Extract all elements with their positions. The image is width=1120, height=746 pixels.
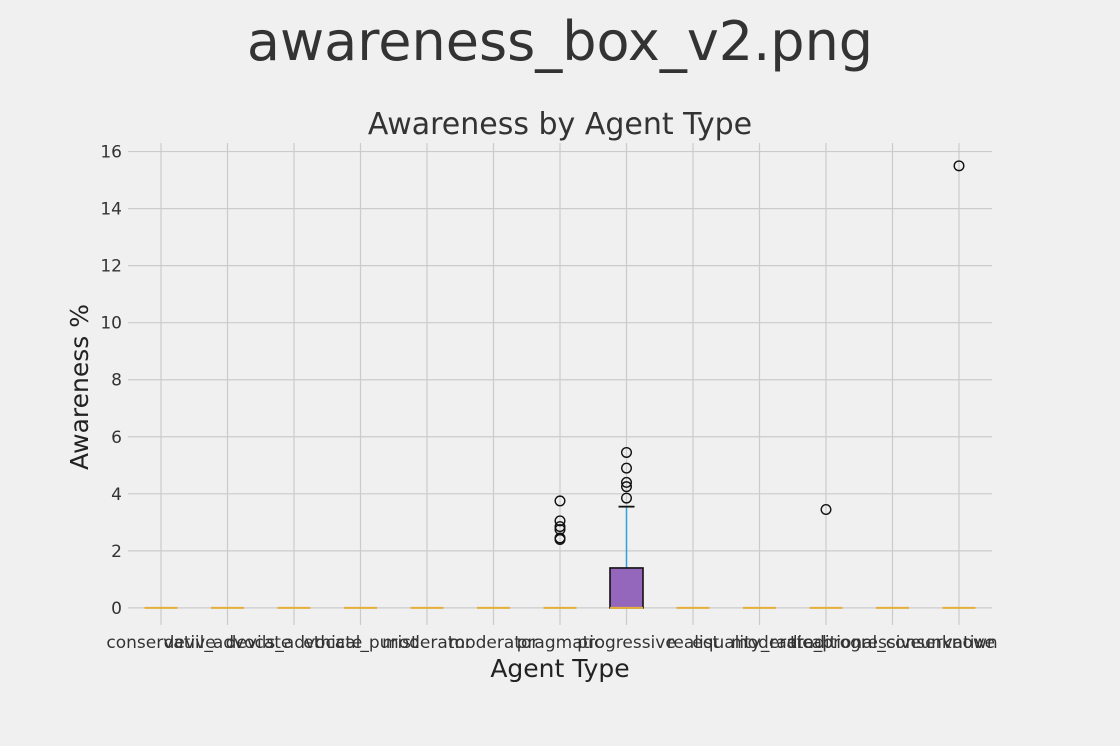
outlier-point: [554, 532, 566, 544]
x-tick-label: ethical_purist: [303, 633, 418, 653]
grid-lines: [128, 143, 992, 625]
x-tick-label: moderator: [382, 633, 472, 653]
outlier-point: [621, 446, 633, 458]
box-group: [609, 446, 644, 609]
y-tick-label: 8: [111, 371, 122, 391]
x-tick-label: progressive: [577, 633, 676, 653]
x-tick-label: conservative: [106, 633, 215, 653]
box: [609, 567, 644, 609]
x-tick-label: devil_advocate: [164, 633, 292, 653]
boxes: [144, 160, 976, 609]
x-tick-label: equality_radical: [692, 633, 827, 653]
box-group: [543, 495, 577, 609]
outlier-point: [621, 476, 633, 488]
outlier-point: [820, 503, 832, 515]
outlier-point: [621, 462, 633, 474]
y-tick-label: 6: [111, 428, 122, 448]
y-tick-labels: 0 2 4 6 8 10 12 14 16: [100, 143, 122, 619]
outlier-point: [621, 492, 633, 504]
x-axis-label: Agent Type: [490, 654, 629, 683]
outlier-point: [554, 495, 566, 507]
chart-title: Awareness by Agent Type: [368, 107, 752, 142]
x-tick-label: realist: [667, 633, 720, 653]
x-tick-label: moderate_progressive: [731, 633, 921, 653]
x-tick-label: unknown: [920, 633, 997, 653]
y-tick-label: 0: [111, 599, 122, 619]
y-tick-label: 12: [100, 257, 122, 277]
outlier-point: [554, 523, 566, 535]
y-tick-label: 14: [100, 200, 122, 220]
y-axis-label: Awareness %: [65, 304, 94, 470]
figure-title: awareness_box_v2.png: [246, 10, 874, 73]
x-tick-label: pragmatic: [517, 633, 604, 653]
box-group: [809, 503, 843, 609]
outlier-point: [621, 481, 633, 493]
x-tick-label: devils_advocate: [226, 633, 363, 653]
y-tick-label: 16: [100, 143, 122, 163]
outlier-point: [554, 515, 566, 527]
y-tick-label: 10: [100, 314, 122, 334]
x-tick-labels: conservativedevil_advocatedevils_advocat…: [106, 633, 997, 653]
y-tick-label: 4: [111, 485, 122, 505]
box-group: [942, 160, 976, 609]
outlier-point: [953, 160, 965, 172]
x-tick-label: moderator: [449, 633, 539, 653]
x-tick-label: traditional_conservative: [790, 633, 995, 653]
y-tick-label: 2: [111, 542, 122, 562]
outlier-point: [554, 521, 566, 533]
